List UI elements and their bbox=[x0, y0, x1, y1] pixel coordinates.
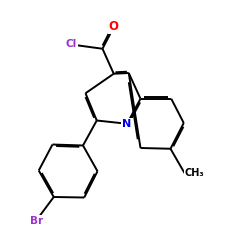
Text: CH₃: CH₃ bbox=[184, 168, 204, 178]
Text: N: N bbox=[122, 119, 132, 129]
Text: O: O bbox=[109, 20, 119, 34]
Text: Br: Br bbox=[30, 216, 43, 226]
Text: Cl: Cl bbox=[66, 40, 77, 50]
